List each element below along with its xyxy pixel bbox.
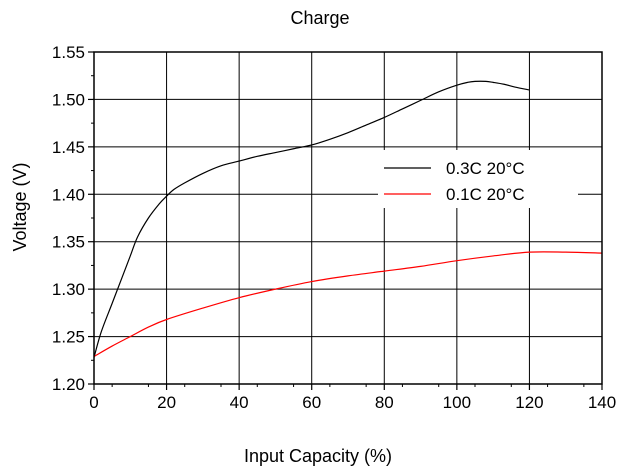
x-tick-label: 140 (588, 393, 616, 412)
legend-label-1: 0.1C 20°C (446, 185, 525, 204)
y-tick-label: 1.20 (52, 375, 85, 394)
y-tick-label: 1.25 (52, 328, 85, 347)
x-axis-label: Input Capacity (%) (244, 446, 392, 466)
legend-box (378, 150, 578, 208)
series-line-1 (93, 251, 603, 358)
y-tick-label: 1.55 (52, 43, 85, 62)
x-tick-label: 100 (443, 393, 471, 412)
y-tick-label: 1.35 (52, 233, 85, 252)
y-axis-label: Voltage (V) (10, 162, 30, 251)
x-tick-label: 20 (157, 393, 176, 412)
series-lines (93, 80, 603, 358)
y-tick-label: 1.30 (52, 280, 85, 299)
legend: 0.3C 20°C 0.1C 20°C (384, 159, 525, 204)
x-tick-label: 80 (375, 393, 394, 412)
x-tick-label: 60 (302, 393, 321, 412)
y-tick-label: 1.40 (52, 185, 85, 204)
x-tick-label: 40 (230, 393, 249, 412)
series-line-0 (93, 80, 530, 358)
plot-frame (93, 51, 603, 385)
x-tick-label: 0 (89, 393, 98, 412)
y-tick-label: 1.50 (52, 90, 85, 109)
axis-ticks: 0 20 40 60 80 100 120 140 1.20 1.25 1.30 1.35 1.40 1.… (52, 43, 616, 412)
legend-label-0: 0.3C 20°C (446, 159, 525, 178)
chart-title: Charge (290, 8, 349, 28)
grid-lines (94, 52, 602, 384)
y-tick-label: 1.45 (52, 138, 85, 157)
x-tick-label: 120 (515, 393, 543, 412)
